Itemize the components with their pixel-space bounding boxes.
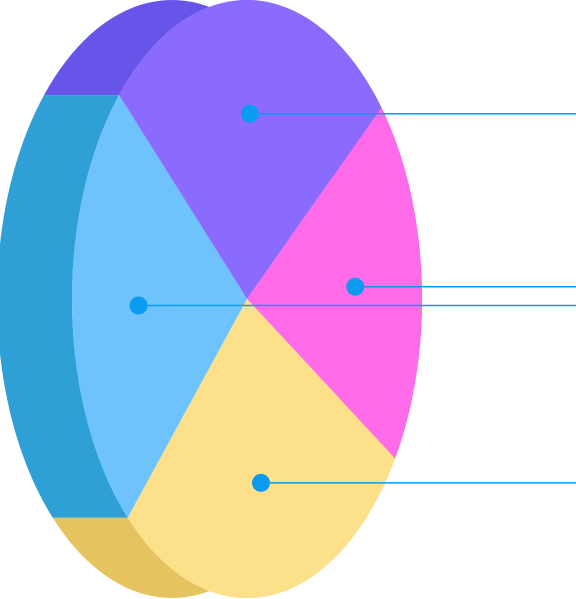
callout-dot xyxy=(241,104,260,123)
pie-slice xyxy=(247,107,422,459)
pie-slice xyxy=(119,0,382,299)
callout-dot xyxy=(129,296,148,315)
pie-slice xyxy=(127,299,396,598)
pie-side xyxy=(0,95,128,518)
callout-dot xyxy=(346,277,365,296)
pie-slice xyxy=(72,95,248,518)
callout-dot xyxy=(251,473,270,492)
